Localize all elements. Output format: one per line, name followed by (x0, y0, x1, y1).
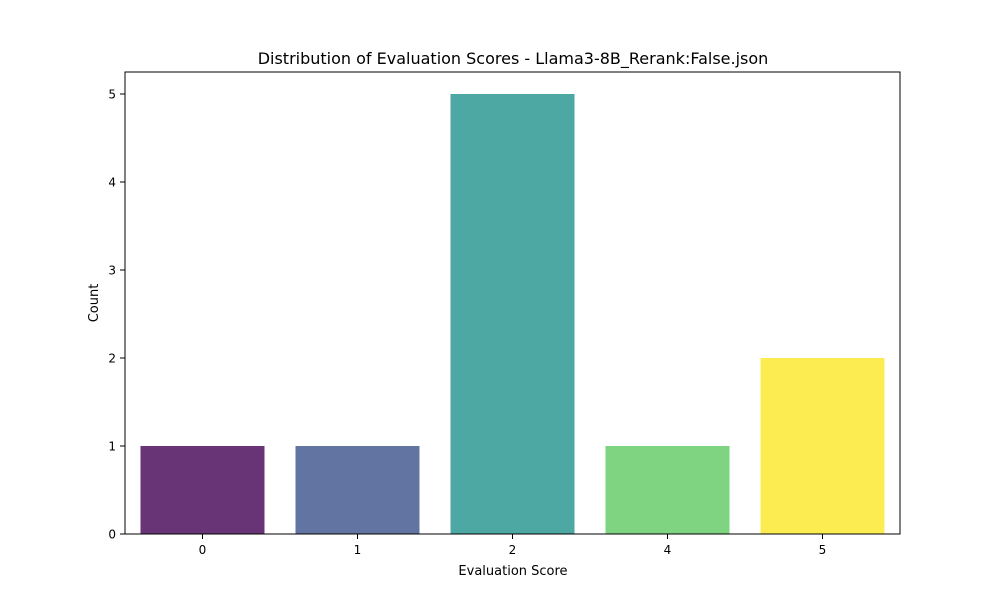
y-tick-label: 5 (108, 88, 116, 102)
x-tick-label: 0 (199, 543, 207, 557)
y-tick-label: 4 (108, 176, 116, 190)
plot-frame (124, 71, 901, 535)
chart-title: Distribution of Evaluation Scores - Llam… (258, 49, 769, 69)
y-tick-label: 0 (108, 528, 116, 542)
x-tick-label: 5 (819, 543, 827, 557)
bar-group (140, 94, 885, 534)
x-tick-label: 1 (354, 543, 362, 557)
bar-score-4 (605, 446, 730, 534)
y-axis: 0 1 2 3 4 5 (108, 88, 125, 542)
y-tick-label: 3 (108, 264, 116, 278)
y-axis-label: Count (87, 284, 102, 323)
y-tick-label: 2 (108, 352, 116, 366)
bar-score-2 (450, 94, 575, 534)
y-tick-label: 1 (108, 440, 116, 454)
bar-score-0 (140, 446, 265, 534)
x-tick-label: 2 (509, 543, 517, 557)
bar-score-1 (295, 446, 420, 534)
x-axis: 0 1 2 4 5 (199, 534, 827, 557)
x-tick-label: 4 (664, 543, 672, 557)
bar-score-5 (760, 358, 885, 534)
x-axis-label: Evaluation Score (458, 564, 567, 579)
